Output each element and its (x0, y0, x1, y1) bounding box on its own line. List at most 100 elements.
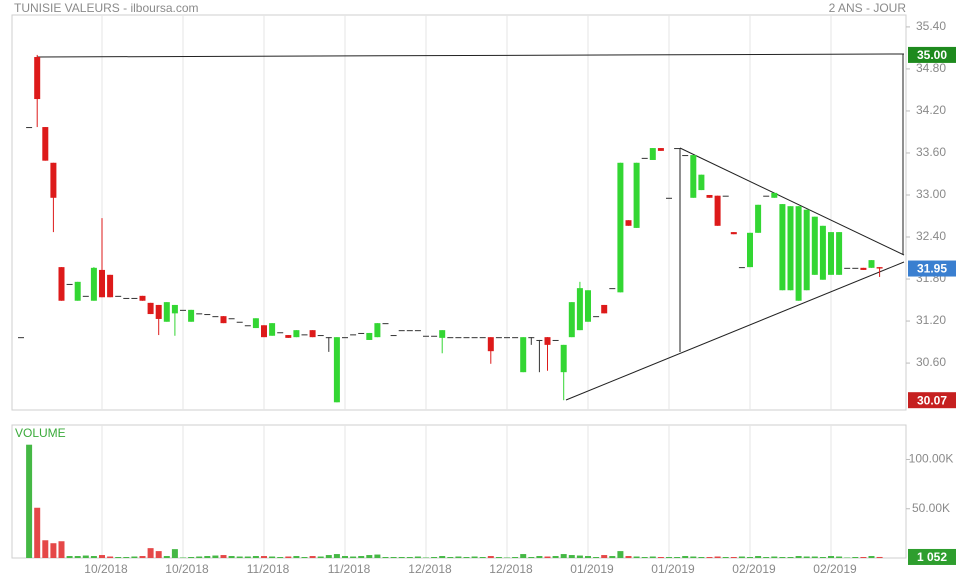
candle-body (50, 162, 57, 198)
volume-bar (90, 556, 97, 558)
candle-body (747, 232, 753, 268)
volume-bar (309, 556, 316, 558)
volume-bar (66, 556, 73, 558)
volume-bar (674, 557, 681, 558)
candle-body (155, 304, 162, 319)
candle-body (90, 267, 97, 301)
candle-body (66, 283, 73, 285)
x-tick-label: 10/2018 (165, 562, 209, 576)
candle-body (406, 330, 413, 332)
candle-body (301, 334, 308, 336)
volume-bar (431, 557, 438, 558)
candle-body (236, 321, 243, 323)
candle-body (123, 297, 130, 299)
volume-bar (293, 556, 300, 558)
candle-body (657, 148, 664, 151)
volume-bar (495, 557, 502, 558)
candle-body (666, 197, 672, 199)
volume-bar (536, 556, 543, 558)
volume-bar (317, 556, 324, 558)
candle-body (366, 332, 373, 340)
volume-bar (107, 556, 114, 558)
candle-body (576, 288, 583, 331)
volume-bar (204, 556, 211, 558)
y-tick-label: 100.00K (909, 452, 954, 466)
candle-body (682, 155, 689, 157)
volume-bar (487, 556, 494, 558)
candle-body (285, 335, 292, 338)
candle-body (26, 127, 33, 129)
volume-bar (649, 556, 656, 558)
volume-bar (755, 556, 762, 558)
volume-bar (147, 548, 154, 558)
candle-body (763, 195, 770, 197)
volume-bar (99, 555, 105, 558)
candle-body (844, 267, 851, 269)
volume-bar (325, 555, 332, 558)
volume-bar (544, 556, 551, 558)
price-panel (11, 14, 907, 411)
volume-bar (439, 556, 446, 558)
candle-body (18, 337, 24, 339)
candle-body (139, 295, 146, 301)
price-badge-label: 31.95 (917, 262, 947, 276)
candle-body (536, 339, 543, 341)
volume-bar (747, 557, 753, 558)
volume-bar (350, 556, 357, 558)
candle-body (674, 148, 681, 150)
chart-title: TUNISIE VALEURS - ilboursa.com (14, 1, 199, 15)
y-tick-label: 33.00 (916, 187, 946, 201)
x-tick-label: 11/2018 (247, 562, 290, 576)
candle-body (471, 337, 478, 339)
candle-body (463, 337, 470, 339)
volume-bar (447, 557, 454, 558)
candle-body (431, 335, 438, 337)
volume-bar (115, 557, 122, 558)
x-tick-label: 02/2019 (732, 562, 776, 576)
y-tick-label: 34.20 (916, 103, 946, 117)
volume-bar (868, 556, 875, 558)
candle-body (560, 344, 567, 373)
volume-bar (576, 555, 583, 558)
candle-body (439, 330, 446, 338)
volume-bar (236, 556, 243, 558)
trend-line (565, 261, 905, 401)
volume-bar (406, 557, 413, 558)
candle-body (325, 337, 332, 339)
volume-bar (520, 554, 527, 558)
volume-bar (58, 541, 65, 558)
y-tick-label: 34.80 (916, 61, 946, 75)
volume-bar (277, 557, 284, 558)
volume-bar (252, 556, 259, 558)
candle-body (803, 209, 810, 291)
volume-bar (625, 556, 632, 558)
volume-bar (333, 554, 340, 558)
volume-bar (374, 554, 381, 558)
volume-bar (512, 557, 519, 558)
candle-body (617, 162, 624, 293)
y-tick-label: 50.00K (912, 501, 950, 515)
volume-bar (876, 556, 883, 558)
candle-body (220, 316, 227, 324)
candle-body (828, 232, 834, 275)
candle-body (414, 330, 421, 332)
candle-body (309, 330, 316, 338)
volume-bar (698, 557, 705, 558)
candle-body (585, 290, 591, 322)
x-tick-label: 02/2019 (813, 562, 857, 576)
candle-body (504, 337, 510, 339)
volume-bar (609, 556, 616, 558)
volume-bar (196, 556, 203, 558)
candle-body (852, 267, 859, 269)
volume-bar (42, 540, 49, 558)
volume-bar (171, 549, 178, 558)
candle-body (82, 295, 89, 297)
price-badge-label: 30.07 (917, 393, 947, 407)
candle-body (868, 260, 875, 268)
x-tick-label: 11/2018 (328, 562, 371, 576)
candle-body (423, 335, 429, 337)
candle-body (601, 304, 608, 314)
volume-bar (771, 556, 778, 558)
